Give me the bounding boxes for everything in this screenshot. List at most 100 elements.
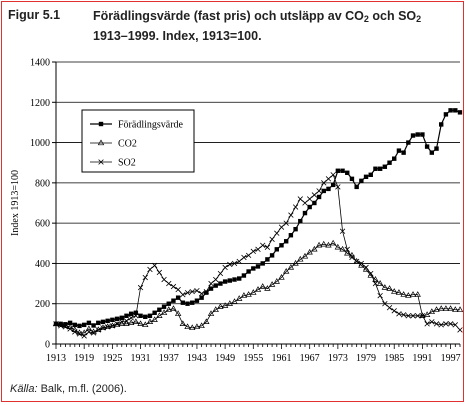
data-point-CO2 (160, 309, 168, 315)
y-tick-label: 800 (35, 178, 50, 189)
data-point-Förädlingsvärde (138, 313, 143, 318)
data-point-Förädlingsvärde (349, 176, 355, 182)
data-point-SO2 (302, 200, 308, 206)
data-point-Förädlingsvärde (387, 160, 392, 165)
data-point-CO2 (245, 291, 252, 297)
data-point-Förädlingsvärde (114, 316, 120, 322)
data-point-Förädlingsvärde (424, 144, 430, 149)
data-point-CO2 (80, 329, 88, 336)
data-point-SO2 (386, 305, 393, 311)
data-point-SO2 (349, 254, 355, 261)
data-point-Förädlingsvärde (415, 132, 420, 137)
data-point-SO2 (123, 318, 130, 324)
data-point-Förädlingsvärde (392, 156, 397, 161)
x-tick-label: 1991 (412, 353, 432, 364)
x-tick-label: 1997 (441, 353, 461, 364)
data-point-Förädlingsvärde (293, 226, 298, 232)
legend-label: Förädlingsvärde (118, 120, 184, 131)
data-point-SO2 (382, 301, 388, 307)
data-point-CO2 (428, 308, 436, 314)
data-point-SO2 (133, 313, 139, 319)
x-tick-label: 1949 (215, 353, 235, 364)
data-point-SO2 (76, 331, 83, 337)
figure-title: Förädlingsvärde (fast pris) och utsläpp … (93, 8, 453, 45)
data-point-CO2 (344, 249, 351, 256)
y-tick-label: 0 (45, 340, 50, 351)
data-point-CO2 (52, 320, 60, 327)
data-point-Förädlingsvärde (147, 313, 153, 318)
data-point-SO2 (377, 292, 383, 299)
legend-label: CO2 (118, 139, 137, 150)
x-tick-label: 1931 (131, 353, 151, 364)
data-point-Förädlingsvärde (218, 281, 223, 286)
data-point-Förädlingsvärde (143, 314, 148, 320)
x-tick-label: 1919 (74, 353, 94, 364)
data-point-SO2 (419, 313, 426, 319)
data-point-CO2 (306, 248, 313, 255)
data-point-Förädlingsvärde (420, 132, 425, 137)
data-point-CO2 (329, 239, 337, 246)
title-sub1: 2 (363, 14, 369, 24)
data-point-Förädlingsvärde (194, 298, 200, 303)
data-point-CO2 (189, 324, 196, 331)
data-point-CO2 (409, 291, 417, 297)
x-tick-label: 1967 (300, 353, 320, 364)
data-point-Förädlingsvärde (340, 168, 345, 173)
data-point-SO2 (227, 261, 233, 268)
data-point-SO2 (288, 212, 294, 218)
data-point-Förädlingsvärde (241, 273, 247, 278)
data-point-SO2 (67, 326, 73, 332)
x-tick-label: 1937 (159, 353, 179, 364)
data-point-SO2 (170, 283, 177, 290)
data-point-CO2 (311, 245, 318, 252)
data-point-SO2 (180, 291, 186, 298)
data-point-CO2 (193, 323, 201, 330)
data-point-SO2 (189, 288, 195, 295)
data-point-CO2 (452, 306, 459, 312)
data-point-SO2 (368, 270, 374, 277)
data-point-SO2 (137, 284, 144, 291)
data-point-Förädlingsvärde (330, 182, 336, 188)
data-point-Förädlingsvärde (100, 319, 106, 325)
data-point-SO2 (175, 286, 181, 293)
x-tick-label: 1943 (187, 353, 207, 364)
data-point-Förädlingsvärde (288, 233, 294, 238)
data-point-CO2 (315, 241, 323, 248)
data-point-SO2 (264, 244, 271, 250)
data-point-SO2 (81, 333, 87, 339)
data-point-SO2 (58, 323, 64, 329)
data-point-CO2 (254, 286, 262, 292)
source-note: Källa: Balk, m.fl. (2006). (10, 383, 127, 395)
data-point-CO2 (198, 322, 205, 329)
data-point-SO2 (278, 224, 285, 230)
data-point-Förädlingsvärde (86, 320, 92, 326)
x-tick-label: 1979 (356, 353, 376, 364)
data-point-CO2 (268, 281, 276, 287)
data-point-Förädlingsvärde (175, 295, 181, 300)
x-tick-label: 1961 (271, 353, 291, 364)
data-point-CO2 (151, 316, 158, 322)
data-point-Förädlingsvärde (185, 301, 190, 306)
data-point-SO2 (424, 321, 430, 327)
data-point-CO2 (395, 289, 403, 295)
data-point-CO2 (320, 240, 327, 247)
data-point-Förädlingsvärde (396, 148, 402, 153)
data-point-SO2 (217, 270, 224, 277)
data-point-SO2 (255, 246, 261, 253)
data-point-Förädlingsvärde (321, 188, 326, 194)
data-point-CO2 (423, 311, 431, 317)
data-point-CO2 (264, 285, 271, 291)
data-point-Förädlingsvärde (453, 108, 458, 113)
data-point-Förädlingsvärde (190, 300, 195, 305)
data-point-SO2 (156, 269, 163, 276)
data-point-Förädlingsvärde (67, 320, 73, 326)
data-point-SO2 (339, 228, 346, 234)
data-point-SO2 (208, 280, 214, 287)
x-tick-label: 1955 (243, 353, 263, 364)
data-point-CO2 (142, 321, 149, 328)
data-point-Förädlingsvärde (232, 277, 237, 282)
source-text: Balk, m.fl. (2006). (37, 383, 127, 395)
data-point-Förädlingsvärde (227, 278, 233, 283)
data-point-SO2 (86, 329, 92, 335)
